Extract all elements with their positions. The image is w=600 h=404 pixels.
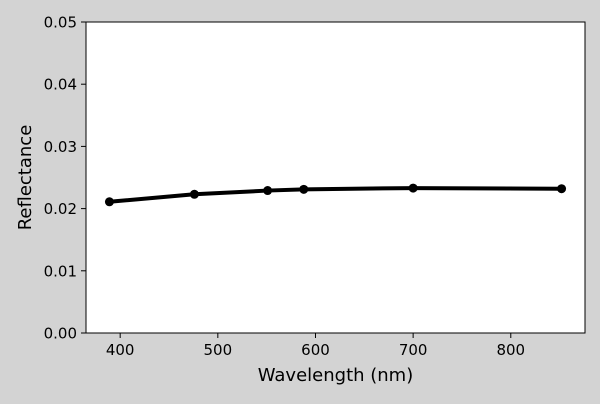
y-tick-label: 0.00 bbox=[44, 325, 77, 343]
x-tick-label: 500 bbox=[204, 341, 233, 359]
data-point bbox=[408, 183, 418, 193]
series-layer bbox=[104, 183, 567, 207]
y-tick-label: 0.03 bbox=[44, 138, 77, 156]
y-tick-label: 0.05 bbox=[44, 14, 77, 32]
x-axis-label: Wavelength (nm) bbox=[258, 365, 414, 386]
data-point bbox=[557, 184, 567, 194]
y-tick-label: 0.02 bbox=[44, 200, 77, 218]
series-line bbox=[107, 186, 564, 204]
x-tick-label: 600 bbox=[301, 341, 330, 359]
data-point bbox=[299, 184, 309, 194]
y-axis-label: Reflectance bbox=[15, 125, 36, 231]
data-point bbox=[263, 186, 273, 196]
x-tick-label: 700 bbox=[399, 341, 428, 359]
plot-frame bbox=[85, 21, 586, 334]
x-tick-label: 800 bbox=[496, 341, 525, 359]
y-axis-ticks: 0.00 0.01 0.02 0.03 0.04 0.05 bbox=[44, 14, 86, 343]
data-point bbox=[104, 197, 114, 207]
x-axis-ticks: 400 500 600 700 800 bbox=[106, 333, 525, 359]
y-tick-label: 0.01 bbox=[44, 262, 77, 280]
data-point bbox=[189, 189, 199, 199]
plot-area bbox=[86, 22, 585, 333]
x-tick-label: 400 bbox=[106, 341, 135, 359]
y-tick-label: 0.04 bbox=[44, 76, 77, 94]
